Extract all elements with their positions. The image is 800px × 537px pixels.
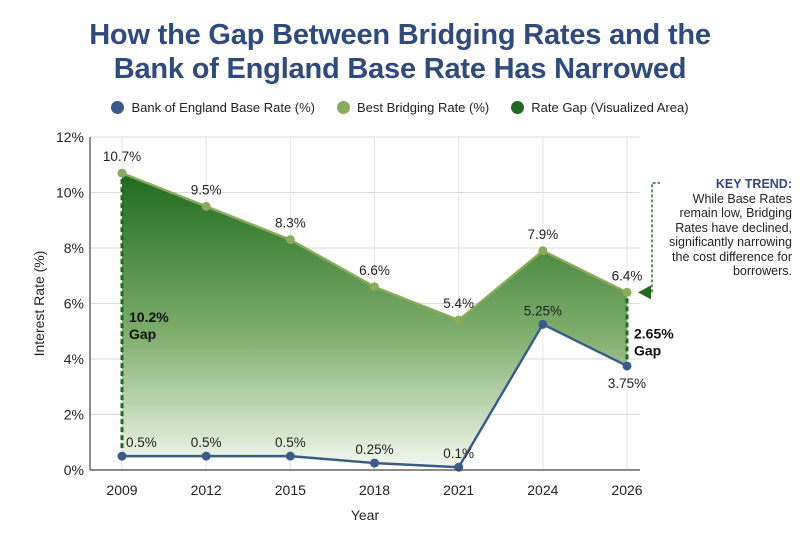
bridging-rate-data-label: 10.7% [103,149,141,164]
x-tick-label: 2012 [191,482,222,498]
bridging-rate-point [285,235,295,245]
base-rate-data-label: 0.5% [275,435,306,450]
legend-item-base-rate: Bank of England Base Rate (%) [111,100,315,115]
bridging-rate-data-label: 6.6% [359,263,390,278]
gap-annotation-word: Gap [634,342,661,358]
callout-heading: KEY TREND: [715,177,792,191]
y-tick-label: 12% [56,129,84,145]
y-axis-title: Interest Rate (%) [31,251,47,357]
title-line-1: How the Gap Between Bridging Rates and t… [89,19,711,51]
legend-item-rate-gap: Rate Gap (Visualized Area) [511,100,689,115]
base-rate-data-label: 3.75% [608,376,646,391]
title-line-2: Bank of England Base Rate Has Narrowed [113,53,687,85]
base-rate-point [622,361,632,371]
y-tick-label: 0% [64,462,84,478]
bridging-rate-data-label: 7.9% [527,227,558,242]
bridging-rate-point [201,201,211,211]
base-rate-data-label: 0.5% [126,435,157,450]
base-rate-point [285,451,295,461]
callout-arrow-icon [638,285,651,300]
x-tick-label: 2015 [275,482,306,498]
legend-marker-rate-gap [511,101,525,114]
base-rate-point [370,458,379,468]
legend-marker-base-rate [111,101,125,114]
y-tick-label: 2% [64,407,84,423]
x-tick-label: 2009 [106,482,137,498]
x-axis-title: Year [351,507,380,523]
x-tick-label: 2018 [359,482,390,498]
bridging-rate-point [454,315,464,325]
base-rate-point [117,451,127,461]
y-tick-label: 10% [56,185,84,201]
bridging-rate-data-label: 9.5% [191,182,222,197]
key-trend-callout: KEY TREND: While Base Rates remain low, … [660,177,792,279]
callout-body: While Base Rates remain low, Bridging Ra… [669,191,792,279]
gap-annotation-value: 2.65% [634,325,674,341]
x-tick-label: 2026 [611,482,642,498]
bridging-rate-data-label: 6.4% [612,268,643,283]
gap-annotation-word: Gap [129,326,156,342]
legend-label-rate-gap: Rate Gap (Visualized Area) [531,100,689,115]
x-tick-label: 2021 [443,482,474,498]
y-tick-label: 4% [64,351,84,367]
y-tick-label: 6% [64,296,84,312]
x-tick-label: 2024 [527,482,558,498]
base-rate-point [538,319,548,329]
legend: Bank of England Base Rate (%) Best Bridg… [0,100,800,115]
base-rate-data-label: 0.25% [355,442,393,457]
legend-label-base-rate: Bank of England Base Rate (%) [131,100,316,115]
legend-item-bridging-rate: Best Bridging Rate (%) [337,100,489,115]
bridging-rate-point [370,282,379,292]
legend-label-bridging-rate: Best Bridging Rate (%) [357,100,490,115]
bridging-rate-point [622,287,632,297]
base-rate-data-label: 0.1% [443,446,474,461]
callout-connector [651,182,660,293]
bridging-rate-data-label: 5.4% [443,296,474,311]
chart-title: How the Gap Between Bridging Rates and t… [0,18,800,86]
base-rate-data-label: 0.5% [191,435,222,450]
bridging-rate-data-label: 8.3% [275,216,306,231]
y-tick-label: 8% [64,240,84,256]
base-rate-point [201,451,211,461]
legend-marker-bridging-rate [337,101,351,114]
bridging-rate-point [117,168,127,178]
bridging-rate-point [538,246,548,256]
base-rate-data-label: 5.25% [524,303,562,318]
gap-annotation-value: 10.2% [129,309,169,325]
